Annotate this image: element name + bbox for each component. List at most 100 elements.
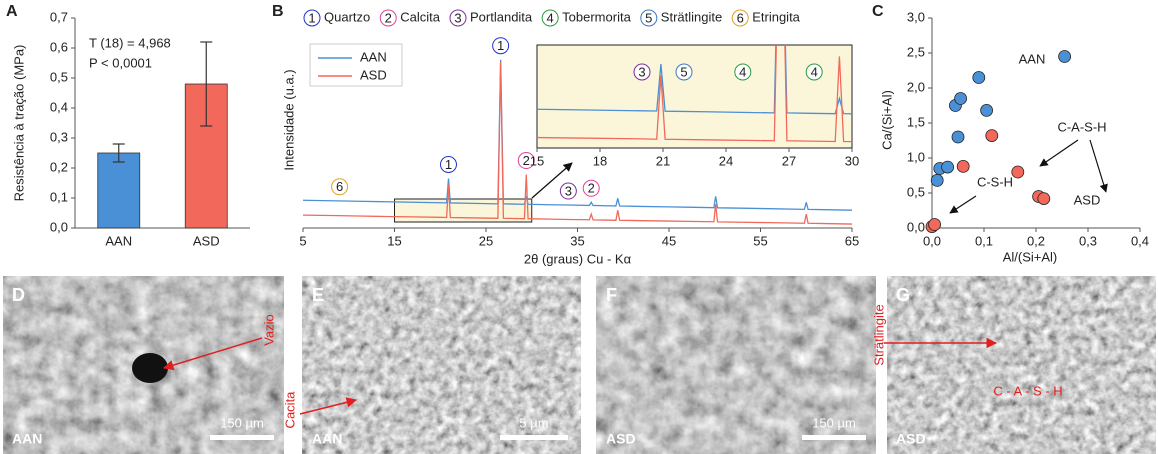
phase-number: 4 <box>739 64 746 79</box>
y-tick-label: 1,5 <box>907 114 925 129</box>
x-tick-label: AAN <box>105 233 132 248</box>
panel-letter: G <box>896 285 910 305</box>
phase-name: Calcita <box>400 9 441 24</box>
annotation: Cacita <box>282 391 297 429</box>
sample-label: ASD <box>606 431 636 447</box>
x-tick-label: 65 <box>845 233 859 248</box>
y-tick-label: 0,6 <box>50 39 68 54</box>
phase-number: 3 <box>565 183 572 198</box>
annotation-arrow <box>950 196 976 213</box>
y-tick-label: 0,2 <box>50 159 68 174</box>
series-label: AAN <box>1019 51 1046 66</box>
phase-name: Quartzo <box>324 9 370 24</box>
figure: A B C D AAN 150 µm Vazio E AAN 5 µm Caci… <box>0 0 1158 454</box>
panel-letter: B <box>272 3 284 20</box>
x-tick-label: 0,1 <box>975 233 993 248</box>
x-tick-label: 0,3 <box>1079 233 1097 248</box>
annotation-arrow <box>1090 140 1106 192</box>
scatter-point <box>986 130 998 142</box>
y-tick-label: 3,0 <box>907 9 925 24</box>
scatter-point <box>1012 166 1024 178</box>
series-label: ASD <box>1074 192 1101 207</box>
x-tick-label: 45 <box>662 233 676 248</box>
phase-name: Portlandita <box>470 9 533 24</box>
scatter-point <box>952 131 964 143</box>
x-axis-label: 2θ (graus) Cu - Kα <box>524 251 632 266</box>
x-tick-label: 0,0 <box>923 233 941 248</box>
phase-number: 1 <box>445 157 452 172</box>
sem-image <box>887 276 1156 454</box>
y-tick-label: 1,0 <box>907 149 925 164</box>
scale-label: 150 µm <box>812 415 856 430</box>
panel-letter: A <box>6 3 18 20</box>
scatter-point <box>929 219 941 231</box>
phase-number: 5 <box>645 10 652 25</box>
bar <box>98 153 140 228</box>
x-tick-label: 5 <box>299 233 306 248</box>
legend-label: AAN <box>360 49 387 64</box>
annotation: Vazio <box>261 314 276 346</box>
annotation: P < 0,0001 <box>89 55 152 70</box>
inset-x-tick-label: 30 <box>845 153 859 168</box>
y-tick-label: 0,4 <box>50 99 68 114</box>
x-tick-label: 15 <box>387 233 401 248</box>
phase-name: Etringita <box>752 9 800 24</box>
scatter-point <box>942 161 954 173</box>
annotation: C-A-S-H <box>1057 119 1106 134</box>
panel-letter: C <box>872 3 884 20</box>
inset-x-tick-label: 18 <box>593 153 607 168</box>
panel-letter: F <box>606 285 617 305</box>
phase-number: 4 <box>811 64 818 79</box>
x-tick-label: ASD <box>193 233 220 248</box>
x-axis-label: Al/(Si+Al) <box>1003 249 1058 264</box>
sem-panel-g: G ASD Strätlingite C - A - S - H <box>871 276 1156 454</box>
legend-box <box>310 44 402 86</box>
y-tick-label: 0,1 <box>50 189 68 204</box>
scatter-point <box>957 160 969 172</box>
sample-label: AAN <box>312 431 342 447</box>
y-tick-label: 0,7 <box>50 9 68 24</box>
y-tick-label: 0,5 <box>50 69 68 84</box>
y-tick-label: 0,0 <box>50 219 68 234</box>
scatter-point <box>1059 51 1071 63</box>
x-tick-label: 35 <box>570 233 584 248</box>
y-tick-label: 0,0 <box>907 219 925 234</box>
phase-name: Strätlingite <box>661 9 722 24</box>
y-axis-label: Intensidade (u.a.) <box>281 69 296 170</box>
annotation: Strätlingite <box>871 304 886 365</box>
y-tick-label: 0,3 <box>50 129 68 144</box>
phase-name: Tobermorita <box>562 9 631 24</box>
annotation: C-S-H <box>977 174 1013 189</box>
y-tick-label: 2,0 <box>907 79 925 94</box>
inset-box <box>537 45 852 148</box>
phase-number: 2 <box>385 10 392 25</box>
y-tick-label: 0,5 <box>907 184 925 199</box>
y-axis-label: Resistência à tração (MPa) <box>11 45 26 202</box>
phase-number: 3 <box>454 10 461 25</box>
sample-label: AAN <box>12 431 42 447</box>
scale-bar <box>500 435 568 440</box>
sem-panel-f: F ASD 150 µm <box>596 276 876 454</box>
y-tick-label: 2,5 <box>907 44 925 59</box>
legend-label: ASD <box>360 67 387 82</box>
inset-x-tick-label: 27 <box>782 153 796 168</box>
inset-x-tick-label: 15 <box>530 153 544 168</box>
y-axis-label: Ca/(Si+Al) <box>879 90 894 150</box>
panel-letter: D <box>12 285 25 305</box>
annotation: C - A - S - H <box>993 383 1062 398</box>
scatter-point <box>955 93 967 105</box>
phase-number: 6 <box>737 10 744 25</box>
inset-x-tick-label: 24 <box>719 153 733 168</box>
x-tick-label: 25 <box>479 233 493 248</box>
panel-letter: E <box>312 285 324 305</box>
phase-number: 4 <box>547 10 554 25</box>
phase-number: 6 <box>336 179 343 194</box>
phase-number: 5 <box>680 64 687 79</box>
sample-label: ASD <box>896 431 926 447</box>
phase-number: 1 <box>497 38 504 53</box>
scale-label: 5 µm <box>519 415 548 430</box>
phase-number: 3 <box>638 64 645 79</box>
scale-bar <box>802 435 866 440</box>
x-tick-label: 55 <box>753 233 767 248</box>
void <box>132 353 168 383</box>
